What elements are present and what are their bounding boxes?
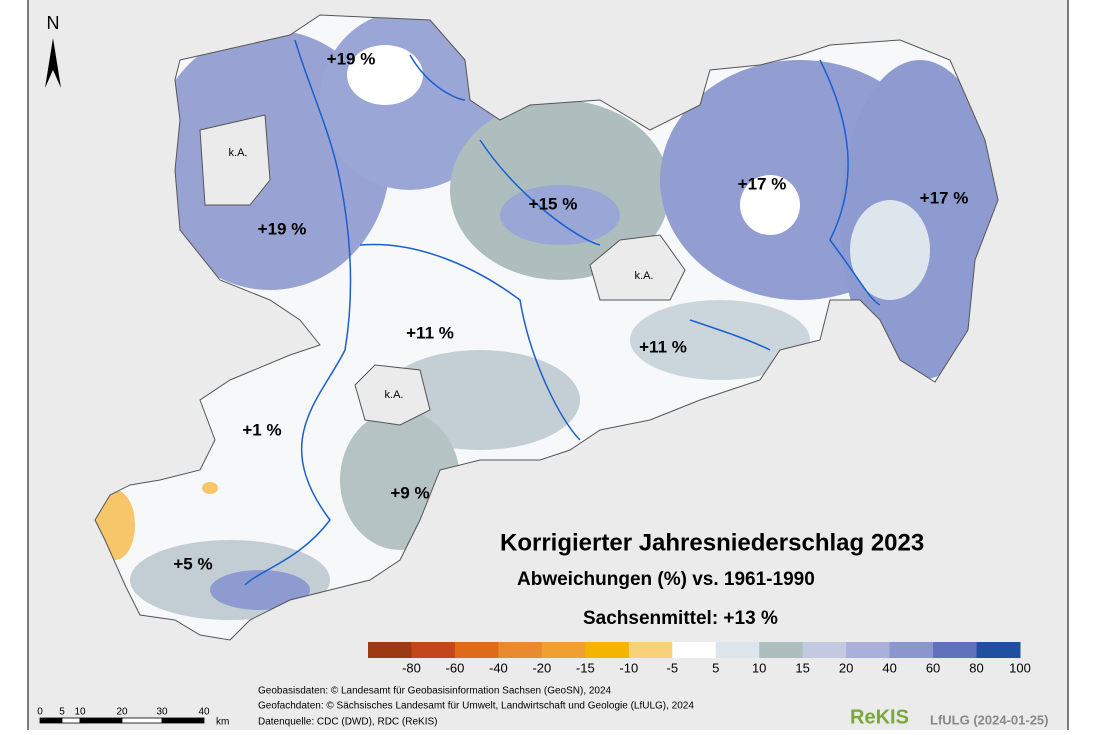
region-label: +15 % [529,194,578,213]
region-label: +9 % [390,483,429,502]
region-label: +19 % [327,49,376,68]
legend-swatch [846,642,891,658]
legend-label: -20 [532,660,551,675]
legend-label: 5 [712,660,719,675]
legend-swatch [454,642,499,658]
map-subtitle: Abweichungen (%) vs. 1961-1990 [517,569,815,590]
region-label: +11 % [406,323,454,342]
legend-swatch [672,642,717,658]
scale-unit: km [216,717,229,728]
legend-label: -15 [576,660,595,675]
legend-label: -80 [402,660,421,675]
legend-label: 15 [795,660,809,675]
scale-label: 30 [156,707,168,718]
region-label: +11 % [639,337,687,356]
region-label: +17 % [738,174,787,193]
source: Geobasisdaten: © Landesamt für Geobasisi… [258,686,612,697]
legend-swatch [889,642,934,658]
scale-segment [39,717,63,724]
scale-label: 5 [59,707,65,718]
legend-swatch [368,642,412,658]
scale-segment [121,717,163,724]
logo-note: LfULG (2024-01-25) [930,712,1048,727]
region-label: k.A. [385,389,404,401]
north-label: N [47,13,60,33]
no-data-area [354,364,431,426]
legend-swatch [628,642,673,658]
legend-label: -40 [489,660,508,675]
region-label: +5 % [173,554,212,573]
legend-label: -5 [666,660,678,675]
legend-swatch [976,642,1021,658]
north-arrow [45,38,61,88]
no-data-area [199,114,271,206]
legend-swatch [585,642,630,658]
scale-label: 0 [37,707,43,718]
scale-label: 10 [74,707,86,718]
legend-label: 10 [752,660,766,675]
region-label: +17 % [920,188,969,207]
scale-segment [61,717,81,724]
legend-label: -60 [446,660,465,675]
scale-label: 20 [116,707,128,718]
legend-swatch [411,642,456,658]
state-mean: Sachsenmittel: +13 % [583,608,778,629]
legend-label: 60 [926,660,940,675]
legend: -80 -60 -40 -20 -15 -10 -5 5 10 15 20 40 60 80 100 [368,642,1031,675]
legend-label: 20 [839,660,853,675]
legend-swatch [715,642,760,658]
region-labels: +19 % k.A. +19 % +15 % +17 % +17 % k.A. +11 % +1… [173,49,968,573]
region-label: +19 % [258,219,307,238]
legend-label: 100 [1009,660,1031,675]
legend-swatch [933,642,978,658]
legend-swatch [802,642,847,658]
map-title: Korrigierter Jahresniederschlag 2023 [500,529,924,556]
legend-label: 40 [882,660,896,675]
region-label: k.A. [635,270,654,282]
region-label: k.A. [229,147,248,159]
scale-segment [161,717,205,724]
scale-label: 40 [198,707,210,718]
legend-swatch [541,642,586,658]
legend-swatch [498,642,543,658]
region-label: +1 % [242,420,281,439]
legend-label: 80 [969,660,983,675]
legend-label: -10 [619,660,638,675]
scale-bar: 0 5 10 20 30 40 km [37,707,229,728]
logo: ReKIS [850,706,909,728]
legend-swatch [759,642,804,658]
source: Geofachdaten: © Sächsisches Landesamt fü… [258,701,694,712]
source: Datenquelle: CDC (DWD), RDC (ReKIS) [258,717,437,728]
scale-segment [79,717,123,724]
rivers [244,39,881,586]
no-data-area [589,234,686,301]
